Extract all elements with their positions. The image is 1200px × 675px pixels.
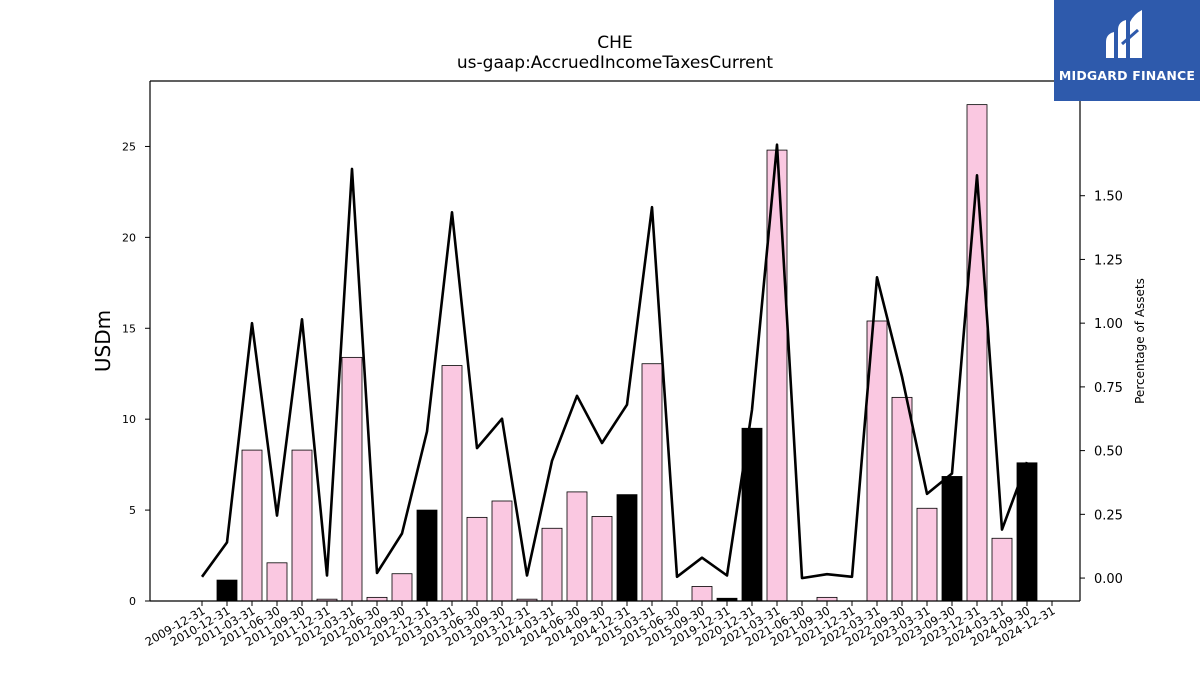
bar (341, 356, 363, 602)
y2-tick-label: 1.00 (1094, 317, 1123, 332)
bar (266, 562, 288, 602)
y-tick-label: 5 (129, 504, 136, 517)
y2-tick-label: 0.25 (1094, 508, 1123, 523)
y-axis-label: USDm (91, 310, 115, 372)
bar (641, 363, 663, 602)
y2-axis-label: Percentage of Assets (1133, 278, 1147, 404)
y-tick-label: 15 (122, 322, 136, 335)
bar (616, 494, 638, 602)
chart-title: CHE (597, 33, 632, 53)
y-tick-label: 20 (122, 231, 136, 244)
percentage-line (200, 143, 1029, 580)
y-tick-label: 0 (129, 595, 136, 608)
bar (891, 396, 913, 602)
y2-tick-label: 0.50 (1094, 445, 1123, 460)
logo-text: MIDGARD FINANCE (1058, 68, 1196, 83)
chart-subtitle: us-gaap:AccruedIncomeTaxesCurrent (457, 53, 774, 73)
bar (466, 516, 488, 602)
bar (391, 573, 413, 602)
axes: 05101520250.000.250.500.751.001.251.5020… (122, 80, 1123, 649)
y2-tick-label: 0.00 (1094, 572, 1123, 587)
bar (241, 449, 263, 602)
y-tick-label: 10 (122, 413, 136, 426)
bar (291, 449, 313, 602)
y-tick-label: 25 (122, 140, 136, 153)
line-series (200, 143, 1029, 580)
bar (566, 491, 588, 602)
y2-tick-label: 0.75 (1094, 381, 1123, 396)
bar (941, 476, 963, 602)
bar (216, 579, 238, 602)
y2-tick-label: 1.50 (1094, 190, 1123, 205)
logo-mark-icon (1106, 10, 1142, 58)
bar (541, 527, 563, 602)
bar (991, 537, 1013, 602)
bar (691, 586, 713, 602)
bar (916, 507, 938, 602)
bar (491, 500, 513, 602)
y2-tick-label: 1.25 (1094, 253, 1123, 268)
logo: MIDGARD FINANCE (1054, 0, 1200, 101)
bar-series (216, 104, 1038, 602)
bar (441, 365, 463, 602)
bar (591, 516, 613, 602)
bar (416, 509, 438, 602)
